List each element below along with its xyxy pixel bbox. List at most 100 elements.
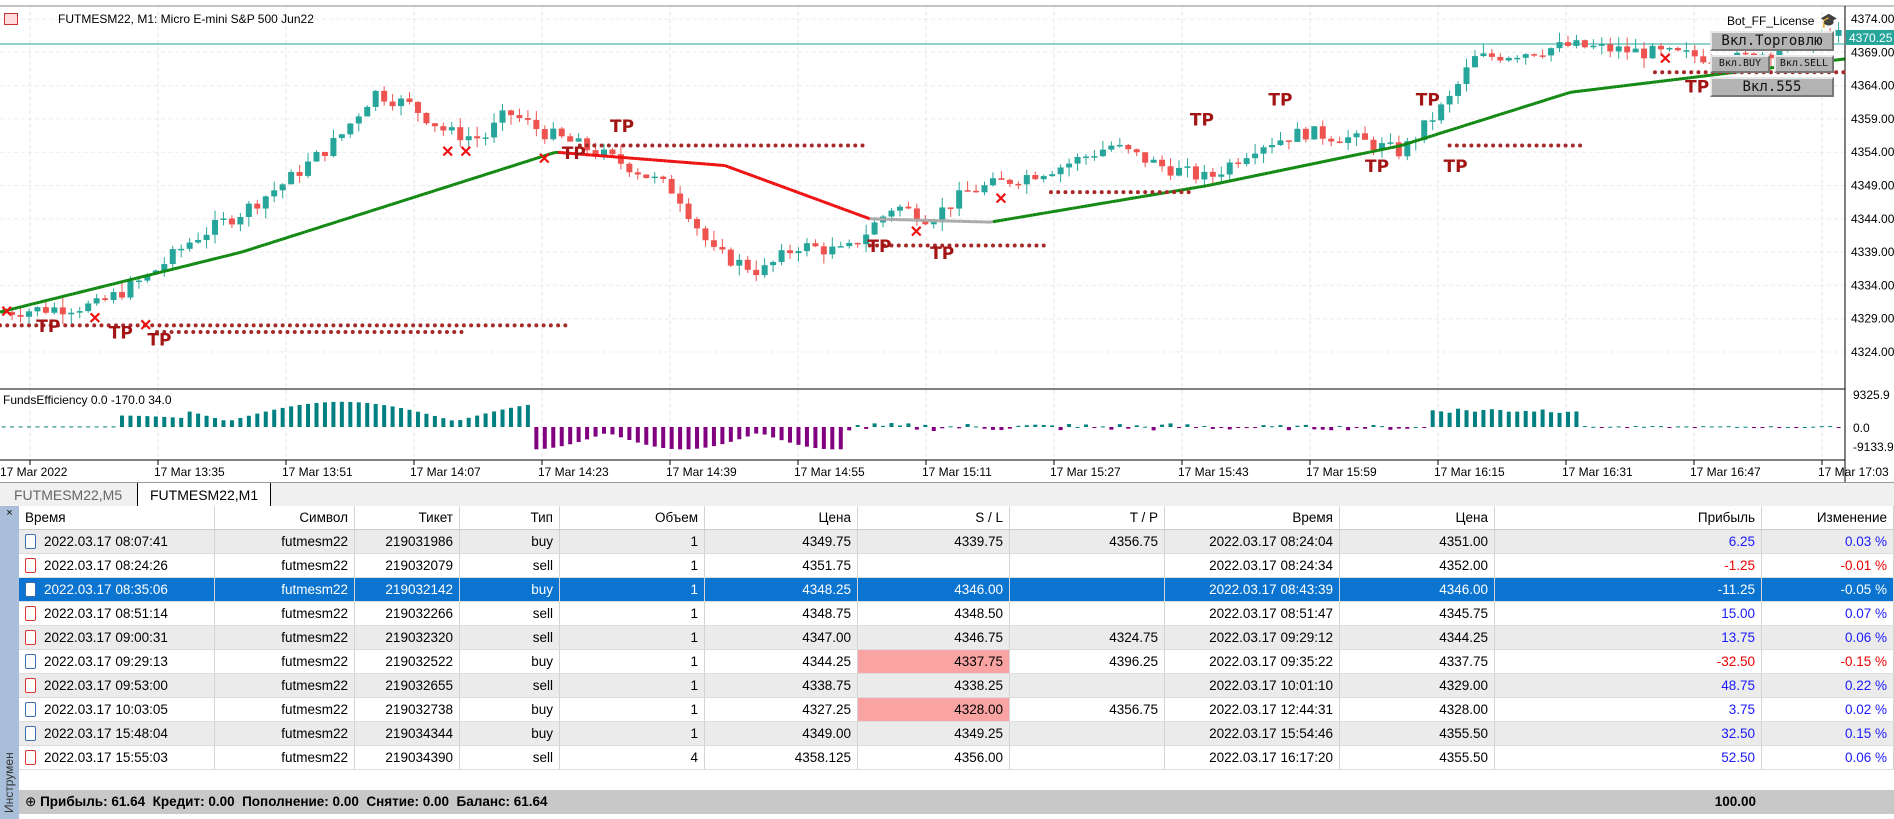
candle-body bbox=[1556, 42, 1563, 49]
indicator-bar bbox=[686, 427, 691, 450]
cell: sell bbox=[460, 602, 560, 625]
column-header[interactable]: Тикет bbox=[355, 506, 460, 529]
candle-body bbox=[1218, 174, 1225, 177]
column-header[interactable]: T / P bbox=[1010, 506, 1165, 529]
moving-average-segment bbox=[86, 288, 91, 292]
indicator-bar bbox=[838, 427, 843, 450]
expand-icon[interactable]: ⊕ bbox=[25, 794, 37, 809]
indicator-bar bbox=[1616, 426, 1621, 428]
candle-body bbox=[254, 203, 261, 209]
tp-level-dot bbox=[961, 243, 966, 248]
table-row[interactable]: 2022.03.17 08:51:14 futmesm22 219032266 sel… bbox=[19, 602, 1894, 626]
indicator-bar bbox=[1760, 427, 1765, 428]
tp-level-dot bbox=[809, 143, 814, 148]
candle-body bbox=[262, 196, 269, 209]
indicator-bar bbox=[534, 427, 539, 450]
price-chart[interactable]: 4374.00 4369.00 4364.00 4359.00 4354.00 4349.… bbox=[0, 0, 1894, 482]
moving-average-segment bbox=[485, 171, 490, 176]
indicator-bar bbox=[280, 407, 285, 427]
moving-average-segment bbox=[365, 209, 371, 214]
indicator-bar bbox=[246, 415, 251, 427]
cell-text: 4347.00 bbox=[802, 630, 851, 645]
table-row[interactable]: 2022.03.17 09:00:31 futmesm22 219032320 sel… bbox=[19, 626, 1894, 650]
tp-level-dot bbox=[345, 323, 350, 328]
column-header[interactable]: Время bbox=[19, 506, 215, 529]
close-icon[interactable]: × bbox=[6, 507, 13, 519]
cell: 2022.03.17 09:35:22 bbox=[1165, 650, 1340, 673]
moving-average-segment bbox=[209, 257, 215, 262]
table-row[interactable]: 2022.03.17 10:03:05 futmesm22 219032738 buy… bbox=[19, 698, 1894, 722]
table-row[interactable]: 2022.03.17 09:29:13 futmesm22 219032522 buy… bbox=[19, 650, 1894, 674]
enable-555-button[interactable]: Вкл.555 bbox=[1710, 77, 1834, 97]
toolbox-side-panel[interactable]: × Инструменты bbox=[0, 506, 19, 819]
enable-buy-button[interactable]: Вкл.BUY bbox=[1710, 55, 1770, 73]
moving-average-segment bbox=[1289, 166, 1295, 170]
moving-average-segment bbox=[387, 203, 392, 208]
tp-level-dot bbox=[278, 330, 283, 335]
order-sell-icon bbox=[25, 558, 36, 573]
enable-trading-button[interactable]: Вкл.Торговлю bbox=[1710, 31, 1834, 51]
tab-m5[interactable]: FUTMESM22,M5 bbox=[14, 487, 123, 503]
column-header[interactable]: Цена bbox=[1340, 506, 1495, 529]
candle-body bbox=[1370, 139, 1377, 150]
moving-average-segment bbox=[782, 185, 787, 190]
enable-sell-button[interactable]: Вкл.SELL bbox=[1774, 55, 1834, 73]
candle-body bbox=[1328, 138, 1335, 142]
tp-level-dot bbox=[1121, 190, 1126, 195]
indicator-bar bbox=[1, 426, 6, 428]
column-header[interactable]: Символ bbox=[215, 506, 355, 529]
cell: sell bbox=[460, 746, 560, 769]
tp-level-dot bbox=[606, 143, 611, 148]
moving-average-segment bbox=[1152, 192, 1157, 197]
column-header[interactable]: Время bbox=[1165, 506, 1340, 529]
tp-level-dot bbox=[63, 323, 68, 328]
tp-level-dot bbox=[193, 323, 198, 328]
moving-average-segment bbox=[851, 210, 856, 215]
cell: 4329.00 bbox=[1340, 674, 1495, 697]
moving-average-segment bbox=[412, 194, 418, 199]
indicator-bar bbox=[1024, 425, 1029, 427]
tp-level-dot bbox=[1520, 143, 1525, 148]
column-header[interactable]: Цена bbox=[705, 506, 858, 529]
moving-average-segment bbox=[1054, 209, 1059, 213]
indicator-bar bbox=[483, 413, 488, 427]
candle-body bbox=[1362, 133, 1369, 140]
table-row[interactable]: 2022.03.17 08:24:26 futmesm22 219032079 sel… bbox=[19, 554, 1894, 578]
column-header[interactable]: Объем bbox=[560, 506, 705, 529]
table-row[interactable]: 2022.03.17 08:35:06 futmesm22 219032142 buy… bbox=[19, 578, 1894, 602]
indicator-bar bbox=[1456, 408, 1461, 427]
column-header[interactable]: S / L bbox=[858, 506, 1010, 529]
order-buy-icon bbox=[25, 654, 36, 669]
tp-level-dot bbox=[176, 330, 181, 335]
moving-average-segment bbox=[1090, 203, 1095, 207]
indicator-bar bbox=[703, 427, 708, 448]
cell-text: 2022.03.17 09:53:00 bbox=[44, 678, 168, 693]
indicator-bar bbox=[458, 420, 463, 427]
tp-level-dot bbox=[287, 323, 292, 328]
indicator-bar bbox=[517, 406, 522, 427]
cell: 2022.03.17 08:24:26 bbox=[19, 554, 215, 577]
table-row[interactable]: 2022.03.17 08:07:41 futmesm22 219031986 buy… bbox=[19, 530, 1894, 554]
moving-average-segment bbox=[441, 185, 447, 190]
moving-average-segment bbox=[1561, 92, 1567, 97]
table-row[interactable]: 2022.03.17 15:55:03 futmesm22 219034390 sel… bbox=[19, 746, 1894, 770]
cell: 32.50 bbox=[1495, 722, 1762, 745]
moving-average-segment bbox=[1550, 95, 1556, 100]
moving-average-segment bbox=[503, 166, 508, 171]
column-header[interactable]: Тип bbox=[460, 506, 560, 529]
cell: 4344.25 bbox=[1340, 626, 1495, 649]
table-row[interactable]: 2022.03.17 15:48:04 futmesm22 219034344 buy… bbox=[19, 722, 1894, 746]
moving-average-segment bbox=[1460, 124, 1465, 129]
column-header[interactable]: Прибыль bbox=[1495, 506, 1762, 529]
tp-level-dot bbox=[336, 330, 341, 335]
candle-body bbox=[956, 190, 963, 209]
column-header[interactable]: Изменение bbox=[1762, 506, 1894, 529]
moving-average-segment bbox=[293, 232, 298, 238]
table-row[interactable]: 2022.03.17 09:53:00 futmesm22 219032655 sel… bbox=[19, 674, 1894, 698]
candle-body bbox=[1522, 54, 1529, 58]
cell-text: 219032738 bbox=[385, 702, 453, 717]
tab-m1[interactable]: FUTMESM22,M1 bbox=[137, 483, 272, 507]
candle-body bbox=[372, 90, 379, 107]
moving-average-segment bbox=[111, 281, 117, 286]
